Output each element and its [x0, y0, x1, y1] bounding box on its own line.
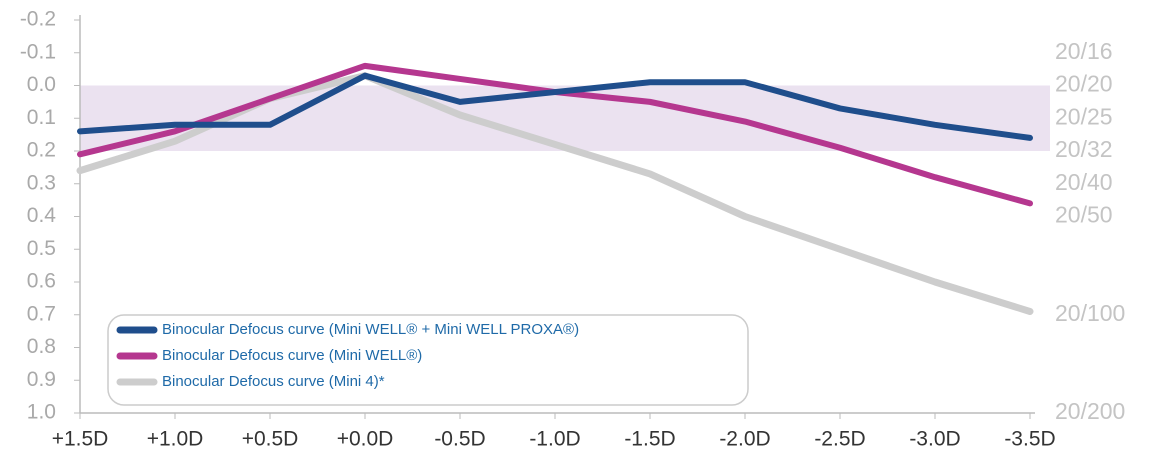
legend: Binocular Defocus curve (Mini WELL® + Mi…	[107, 314, 749, 406]
y2-tick-label: 20/40	[1055, 169, 1113, 195]
y-tick-label: 0.1	[27, 106, 56, 129]
x-tick-label: -3.5D	[1004, 428, 1055, 451]
x-tick-label: +0.5D	[242, 428, 299, 451]
x-tick-label: -0.5D	[434, 428, 485, 451]
y2-tick-label: 20/100	[1055, 300, 1125, 326]
x-tick-label: +0.0D	[337, 428, 394, 451]
y-tick-label: 0.7	[27, 302, 56, 325]
y-tick-label: 0.8	[27, 335, 56, 358]
x-tick-label: -2.0D	[719, 428, 770, 451]
x-tick-label: -2.5D	[814, 428, 865, 451]
y-tick-label: 0.0	[27, 73, 56, 96]
legend-label: Binocular Defocus curve (Mini 4)*	[162, 373, 385, 390]
y-tick-label: -0.2	[20, 8, 56, 31]
legend-box	[107, 314, 749, 406]
y2-tick-label: 20/20	[1055, 71, 1113, 97]
legend-label: Binocular Defocus curve (Mini WELL® + Mi…	[162, 321, 579, 338]
y-tick-label: 0.4	[27, 204, 57, 227]
x-tick-label: -3.0D	[909, 428, 960, 451]
y-tick-label: -0.1	[20, 40, 56, 63]
x-tick-label: +1.5D	[52, 428, 109, 451]
y2-tick-label: 20/50	[1055, 202, 1113, 228]
y2-tick-label: 20/16	[1055, 38, 1113, 64]
y2-tick-label: 20/200	[1055, 398, 1125, 424]
y-tick-label: 0.9	[27, 368, 56, 391]
y2-tick-label: 20/25	[1055, 103, 1113, 129]
x-tick-label: -1.0D	[529, 428, 580, 451]
y2-tick-label: 20/32	[1055, 136, 1113, 162]
x-tick-label: +1.0D	[147, 428, 204, 451]
y-tick-label: 0.3	[27, 171, 56, 194]
x-tick-label: -1.5D	[624, 428, 675, 451]
series-line	[77, 72, 1033, 141]
series-line	[76, 72, 1034, 315]
y-tick-label: 1.0	[27, 401, 56, 424]
y-tick-label: 0.2	[27, 139, 56, 162]
y-tick-label: 0.6	[27, 270, 56, 293]
legend-label: Binocular Defocus curve (Mini WELL®)	[162, 347, 422, 364]
y-tick-label: 0.5	[27, 237, 56, 260]
